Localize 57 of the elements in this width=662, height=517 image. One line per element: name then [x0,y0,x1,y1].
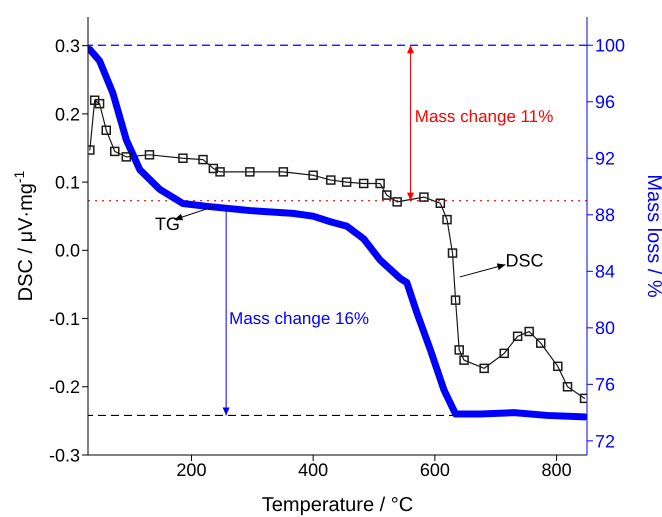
point [358,178,368,188]
x-tick-label: 600 [420,460,450,480]
point [442,214,452,224]
point [499,348,509,358]
point [122,152,132,162]
series-label: TG [154,214,180,234]
point [382,190,392,200]
point [102,126,112,135]
point [553,362,563,372]
y2-tick-label: 88 [595,205,616,226]
point [450,295,460,305]
point [512,332,522,342]
point [536,338,546,348]
point [459,355,469,365]
y-tick-label: -0.2 [48,377,80,398]
annotation: Mass change 11% [414,107,554,126]
point [479,364,489,374]
annotation: Mass change 16% [229,309,370,328]
x-axis-title: Temperature / °C [262,494,414,516]
point [178,153,188,163]
y2-tick-label: 92 [595,148,616,169]
point [198,154,208,164]
x-tick-label: 400 [298,460,328,480]
point [90,95,100,105]
point [342,177,352,187]
point [326,175,336,185]
point [245,167,255,177]
point [375,178,385,188]
x-tick-label: 800 [542,460,572,480]
y-tick-label: -0.1 [48,308,80,329]
point [278,167,288,177]
y-tick-label: 0.1 [54,172,80,192]
y-tick-label: 0.2 [54,104,80,124]
point [448,248,458,258]
point [94,98,104,108]
y-tick-label: -0.3 [48,445,80,466]
text: DSC [505,250,544,271]
point [110,146,120,156]
y-tick-label: 0.3 [54,36,80,56]
point [208,164,218,174]
point [524,326,534,336]
point [454,345,464,355]
y2-tick-label: 76 [595,374,616,395]
y2-tick-label: 84 [595,262,616,282]
x-tick-label: 200 [176,460,206,480]
point [436,198,446,208]
y2-tick-label: 96 [595,92,616,112]
point [392,197,402,207]
y2-tick-label: 72 [595,431,616,452]
point [215,167,225,177]
y-tick-label: 0.0 [54,240,80,261]
point [144,150,154,160]
point [308,170,318,180]
y2-tick-label: 100 [595,36,626,56]
point [419,192,429,202]
y2-tick-label: 80 [595,318,616,338]
point [562,382,572,392]
